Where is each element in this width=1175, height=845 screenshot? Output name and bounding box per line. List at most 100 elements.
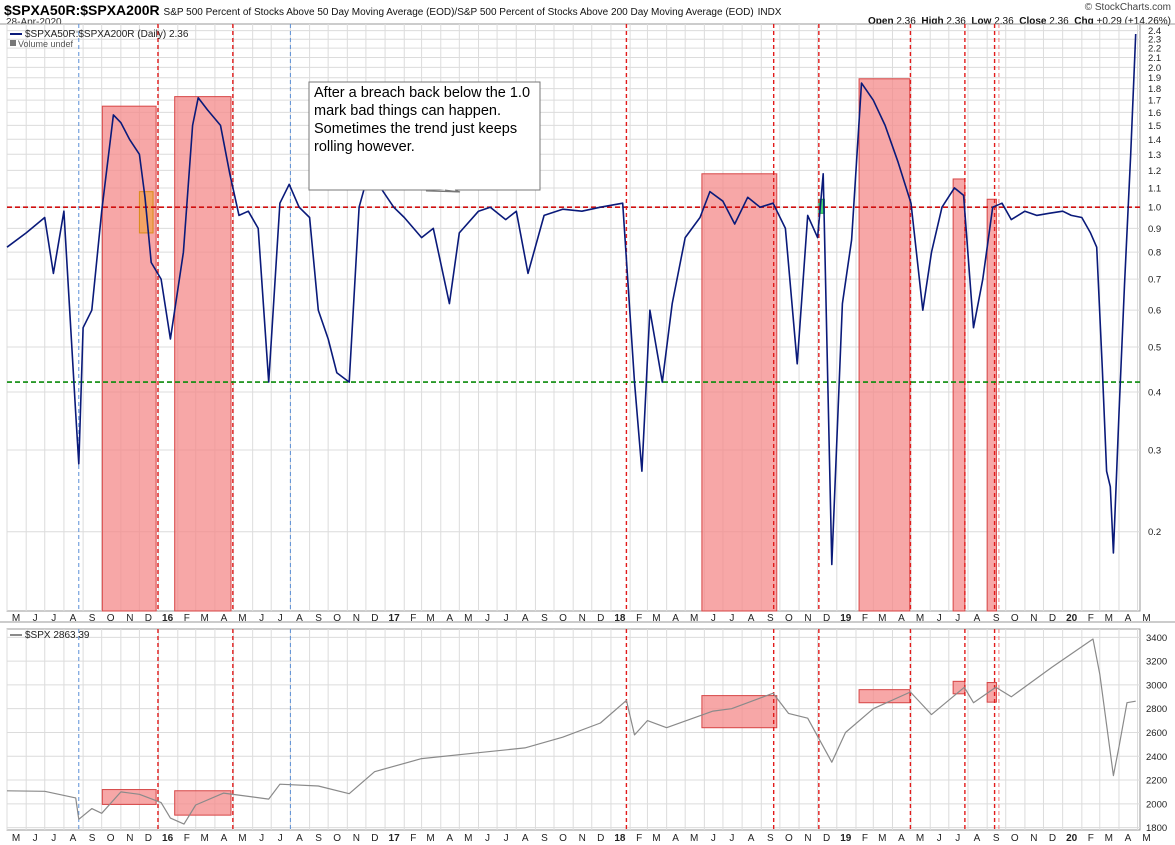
bottom-x-tick-label: J bbox=[485, 833, 490, 844]
top-y-tick-label: 1.7 bbox=[1148, 96, 1161, 107]
bottom-y-tick-label: 3200 bbox=[1146, 657, 1167, 668]
top-y-tick-label: 0.7 bbox=[1148, 275, 1161, 286]
bottom-x-tick-label: D bbox=[371, 833, 378, 844]
volume-legend-icon bbox=[10, 40, 16, 46]
top-x-tick-label: N bbox=[579, 613, 586, 624]
bottom-x-tick-label: J bbox=[51, 833, 56, 844]
top-x-tick-label: F bbox=[636, 613, 642, 624]
top-x-tick-label: A bbox=[748, 613, 755, 624]
top-x-tick-label: O bbox=[785, 613, 793, 624]
top-x-tick-label: 17 bbox=[389, 613, 401, 624]
bottom-x-tick-label: A bbox=[446, 833, 453, 844]
bottom-x-tick-label: 16 bbox=[162, 833, 174, 844]
top-y-tick-label: 0.8 bbox=[1148, 248, 1161, 259]
top-y-tick-label: 0.2 bbox=[1148, 527, 1161, 538]
bottom-x-tick-label: N bbox=[126, 833, 133, 844]
top-x-tick-label: O bbox=[107, 613, 115, 624]
top-x-tick-label: J bbox=[278, 613, 283, 624]
bottom-x-tick-label: F bbox=[1088, 833, 1094, 844]
top-x-tick-label: J bbox=[729, 613, 734, 624]
exchange-label: INDX bbox=[757, 7, 782, 18]
bottom-x-tick-label: S bbox=[89, 833, 96, 844]
bottom-x-tick-label: M bbox=[690, 833, 698, 844]
open-value: 2.36 bbox=[896, 16, 916, 27]
bottom-x-tick-label: M bbox=[878, 833, 886, 844]
bottom-y-tick-label: 2400 bbox=[1146, 752, 1167, 763]
bottom-x-tick-label: D bbox=[823, 833, 830, 844]
bottom-x-tick-label: O bbox=[559, 833, 567, 844]
top-y-tick-label: 1.0 bbox=[1148, 203, 1161, 214]
top-x-tick-label: J bbox=[33, 613, 38, 624]
top-x-tick-label: O bbox=[333, 613, 341, 624]
top-x-tick-label: S bbox=[541, 613, 548, 624]
bottom-x-tick-label: N bbox=[353, 833, 360, 844]
symbol-label: $SPXA50R:$SPXA200R bbox=[4, 2, 160, 18]
top-y-tick-label: 1.4 bbox=[1148, 135, 1161, 146]
top-x-tick-label: J bbox=[955, 613, 960, 624]
bottom-x-tick-label: M bbox=[426, 833, 434, 844]
top-y-tick-label: 2.3 bbox=[1148, 35, 1161, 46]
bottom-x-tick-label: F bbox=[636, 833, 642, 844]
top-x-tick-label: M bbox=[690, 613, 698, 624]
bottom-x-tick-label: J bbox=[259, 833, 264, 844]
bottom-x-tick-label: N bbox=[1030, 833, 1037, 844]
spx-series-line bbox=[6, 638, 1136, 825]
top-y-tick-label: 1.6 bbox=[1148, 108, 1161, 119]
top-x-tick-label: N bbox=[804, 613, 811, 624]
bottom-x-tick-label: J bbox=[937, 833, 942, 844]
ratio-legend-label: $SPXA50R:$SPXA200R (Daily) 2.36 bbox=[25, 29, 189, 40]
bottom-x-tick-label: J bbox=[278, 833, 283, 844]
close-label: Close bbox=[1019, 16, 1047, 27]
brand-label: © StockCharts.com bbox=[1084, 2, 1171, 13]
top-x-tick-label: J bbox=[711, 613, 716, 624]
bottom-x-tick-label: D bbox=[145, 833, 152, 844]
top-x-tick-label: D bbox=[597, 613, 604, 624]
bottom-y-tick-label: 1800 bbox=[1146, 823, 1167, 834]
top-y-tick-label: 0.3 bbox=[1148, 445, 1161, 456]
bottom-x-tick-label: 18 bbox=[614, 833, 626, 844]
top-y-tick-label: 0.9 bbox=[1148, 224, 1161, 235]
bottom-y-tick-label: 3400 bbox=[1146, 633, 1167, 644]
top-y-tick-label: 0.5 bbox=[1148, 342, 1161, 353]
top-x-tick-label: S bbox=[315, 613, 322, 624]
bottom-x-tick-label: O bbox=[785, 833, 793, 844]
bottom-x-tick-label: M bbox=[12, 833, 20, 844]
top-x-tick-label: A bbox=[221, 613, 228, 624]
chg-value: +0.29 (+14.26%) bbox=[1096, 16, 1172, 27]
close-value: 2.36 bbox=[1049, 16, 1069, 27]
bottom-x-tick-label: A bbox=[748, 833, 755, 844]
bottom-x-tick-label: J bbox=[33, 833, 38, 844]
bottom-x-tick-label: M bbox=[916, 833, 924, 844]
top-y-tick-label: 1.8 bbox=[1148, 84, 1161, 95]
top-x-tick-label: M bbox=[878, 613, 886, 624]
open-label: Open bbox=[868, 16, 894, 27]
top-x-tick-label: 20 bbox=[1066, 613, 1078, 624]
top-x-tick-label: M bbox=[238, 613, 246, 624]
top-y-tick-label: 0.6 bbox=[1148, 306, 1161, 317]
bottom-x-tick-label: A bbox=[672, 833, 679, 844]
low-label: Low bbox=[971, 16, 992, 27]
top-x-tick-label: A bbox=[974, 613, 981, 624]
top-y-tick-label: 1.3 bbox=[1148, 150, 1161, 161]
bottom-shaded-region bbox=[101, 789, 157, 805]
top-x-tick-label: M bbox=[464, 613, 472, 624]
bottom-y-tick-label: 2800 bbox=[1146, 704, 1167, 715]
bottom-x-tick-label: S bbox=[541, 833, 548, 844]
bottom-shaded-region bbox=[174, 790, 232, 816]
top-x-tick-label: A bbox=[446, 613, 453, 624]
top-x-tick-label: J bbox=[485, 613, 490, 624]
top-x-tick-label: M bbox=[1105, 613, 1113, 624]
bottom-x-tick-label: M bbox=[238, 833, 246, 844]
spx-legend-label: $SPX 2863.39 bbox=[25, 630, 90, 641]
top-y-tick-label: 2.2 bbox=[1148, 44, 1161, 55]
top-x-tick-label: D bbox=[1049, 613, 1056, 624]
top-x-tick-label: 18 bbox=[614, 613, 626, 624]
symbol-description: S&P 500 Percent of Stocks Above 50 Day M… bbox=[163, 7, 754, 18]
top-y-tick-label: 2.1 bbox=[1148, 53, 1161, 64]
bottom-y-tick-label: 3000 bbox=[1146, 680, 1167, 691]
bottom-x-tick-label: D bbox=[1049, 833, 1056, 844]
top-x-tick-label: F bbox=[862, 613, 868, 624]
top-x-tick-label: M bbox=[652, 613, 660, 624]
bottom-x-tick-label: A bbox=[1125, 833, 1132, 844]
high-label: High bbox=[921, 16, 944, 27]
